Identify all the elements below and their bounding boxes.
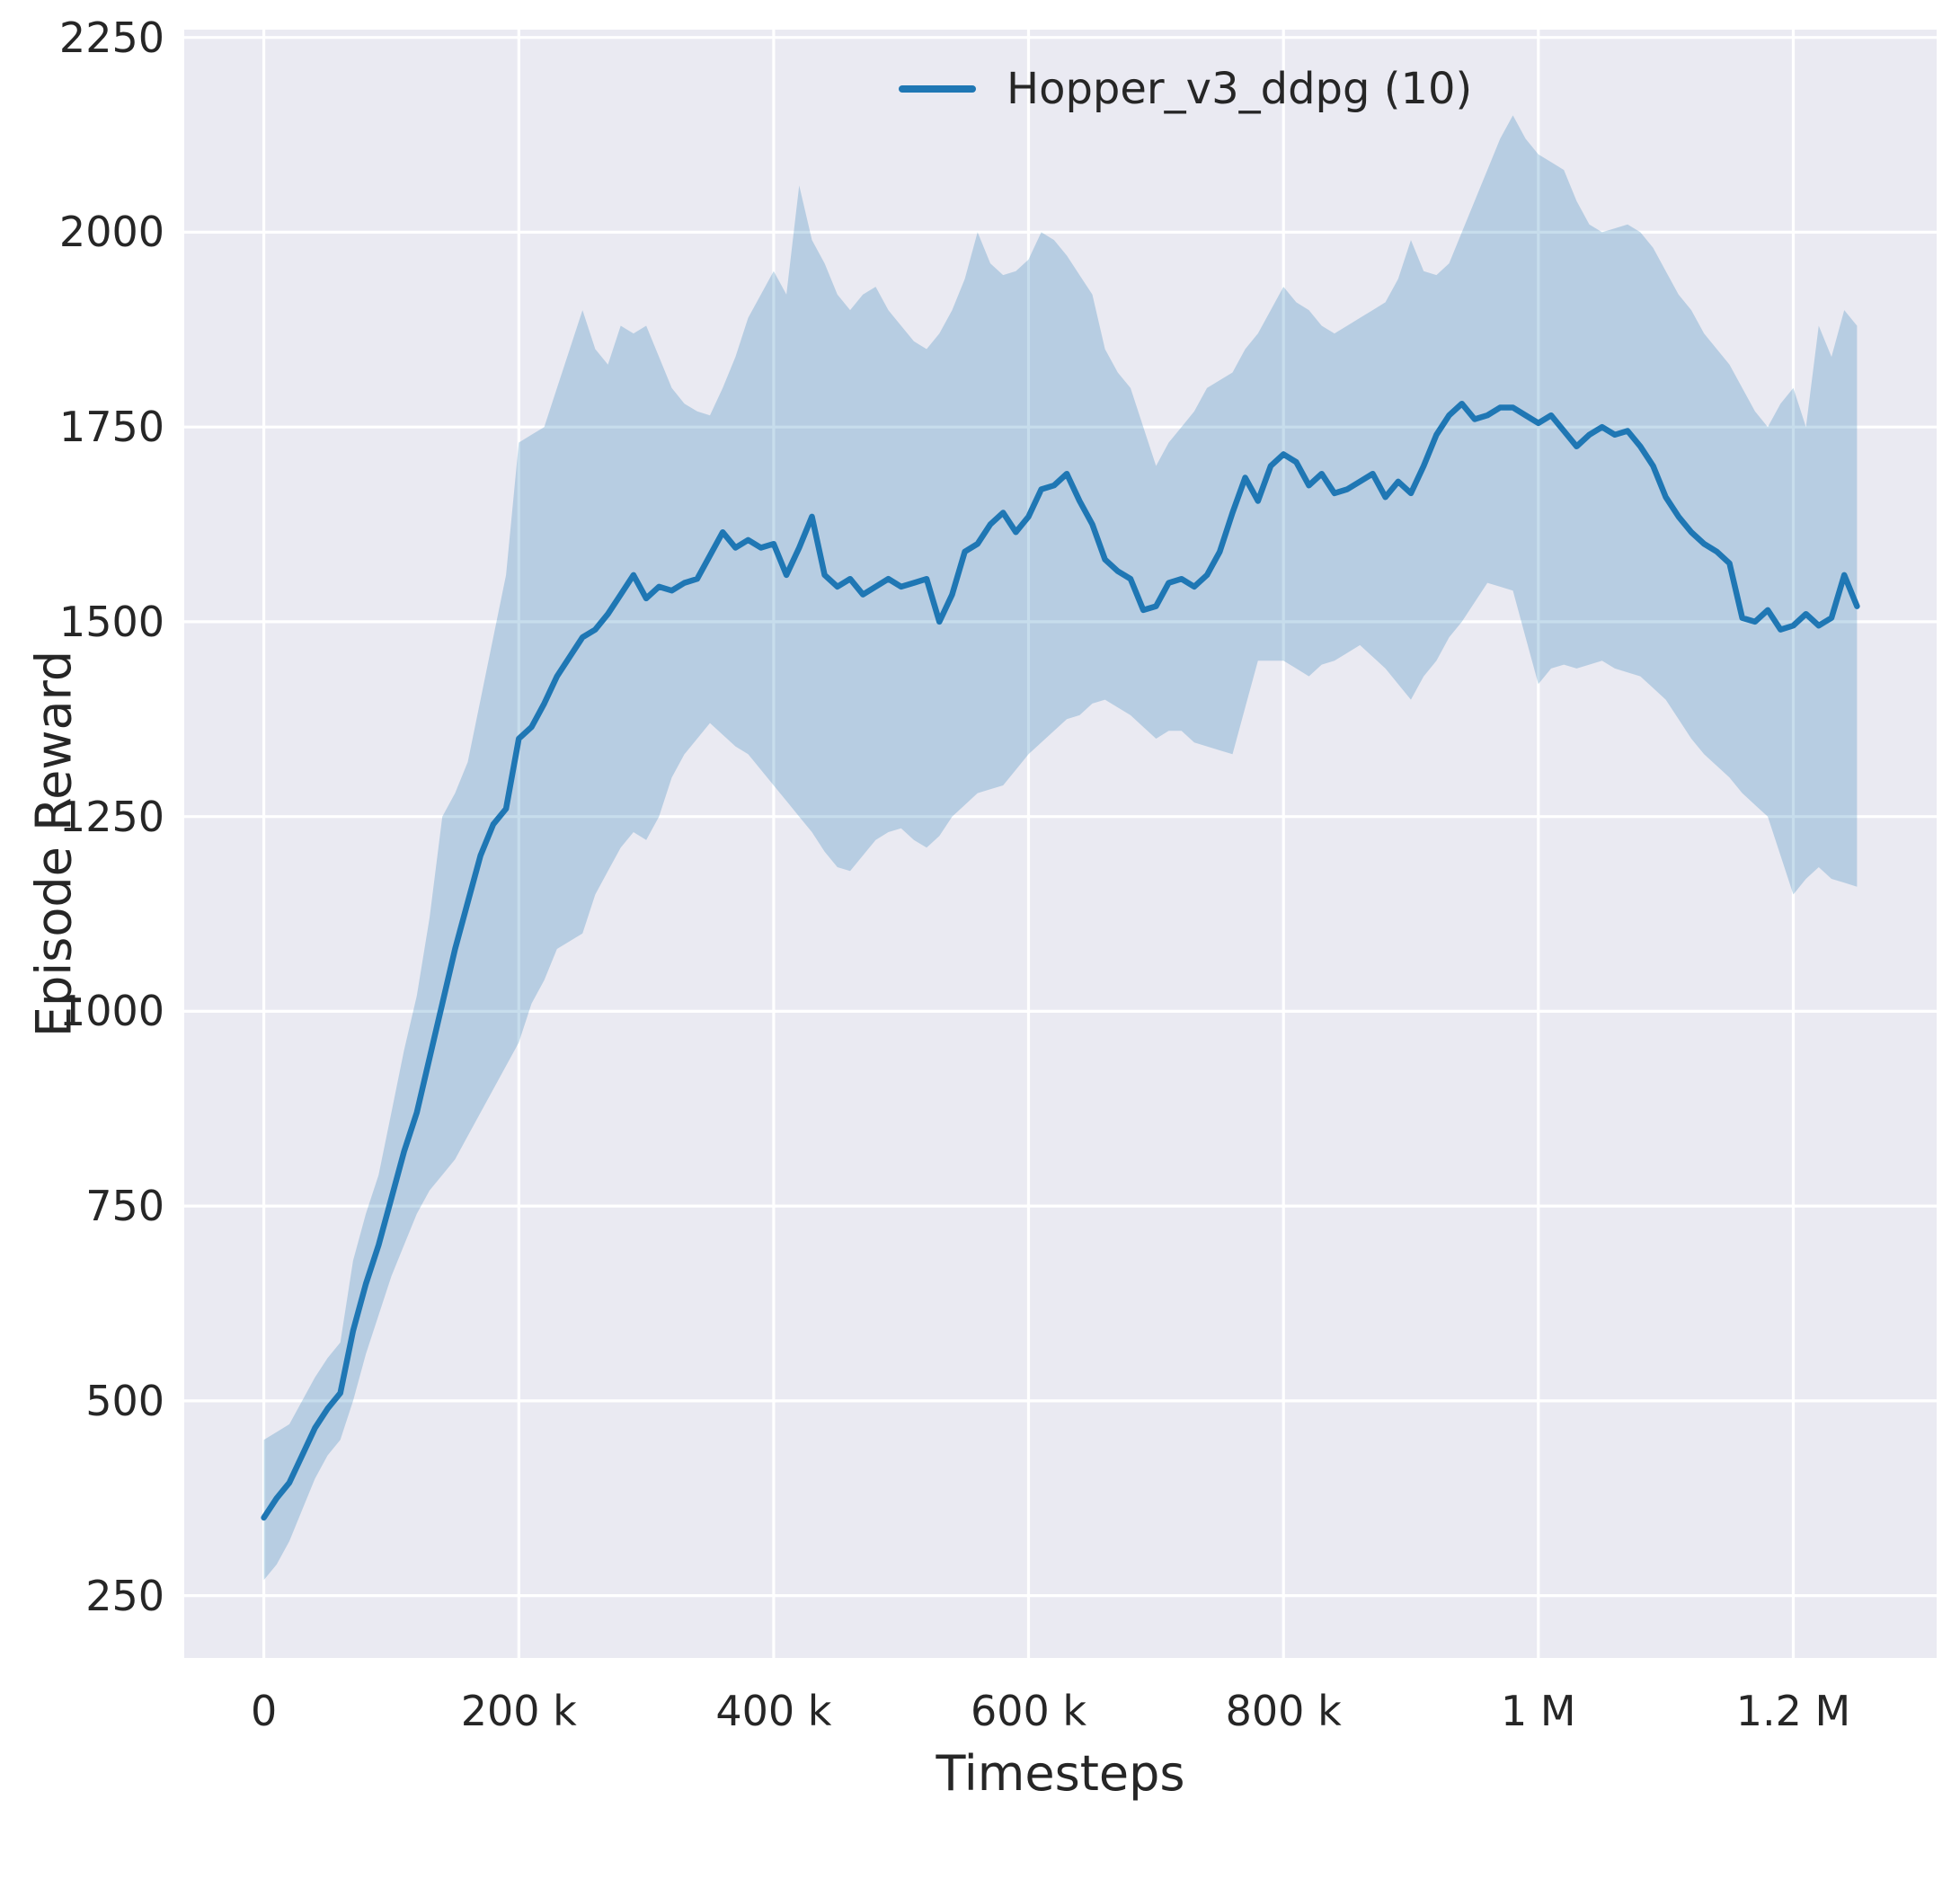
y-tick-label: 1500 [58, 597, 164, 646]
y-tick-label: 2000 [58, 208, 164, 257]
confidence-band [263, 115, 1858, 1581]
y-tick-label: 1250 [58, 792, 164, 841]
y-tick-label: 500 [85, 1376, 164, 1425]
plot-svg [184, 30, 1937, 1658]
x-tick-label: 0 [250, 1687, 278, 1735]
y-tick-label: 250 [85, 1571, 164, 1620]
x-tick-label: 600 k [971, 1687, 1087, 1735]
x-tick-label: 1.2 M [1735, 1687, 1851, 1735]
legend: Hopper_v3_ddpg (10) [899, 64, 1472, 114]
y-tick-label: 2250 [58, 13, 164, 62]
x-tick-label: 800 k [1225, 1687, 1342, 1735]
mean-line [261, 400, 1860, 1521]
legend-label: Hopper_v3_ddpg (10) [1007, 64, 1473, 114]
y-tick-label: 1000 [58, 987, 164, 1036]
plot-area: Hopper_v3_ddpg (10) [184, 30, 1937, 1658]
x-tick-label: 200 k [460, 1687, 577, 1735]
legend-line-swatch [899, 85, 976, 93]
y-axis-label: Episode Reward [25, 650, 83, 1038]
y-tick-label: 750 [85, 1182, 164, 1231]
x-axis-label: Timesteps [936, 1745, 1185, 1802]
y-tick-label: 1750 [58, 403, 164, 452]
x-tick-label: 400 k [715, 1687, 832, 1735]
x-tick-label: 1 M [1501, 1687, 1576, 1735]
